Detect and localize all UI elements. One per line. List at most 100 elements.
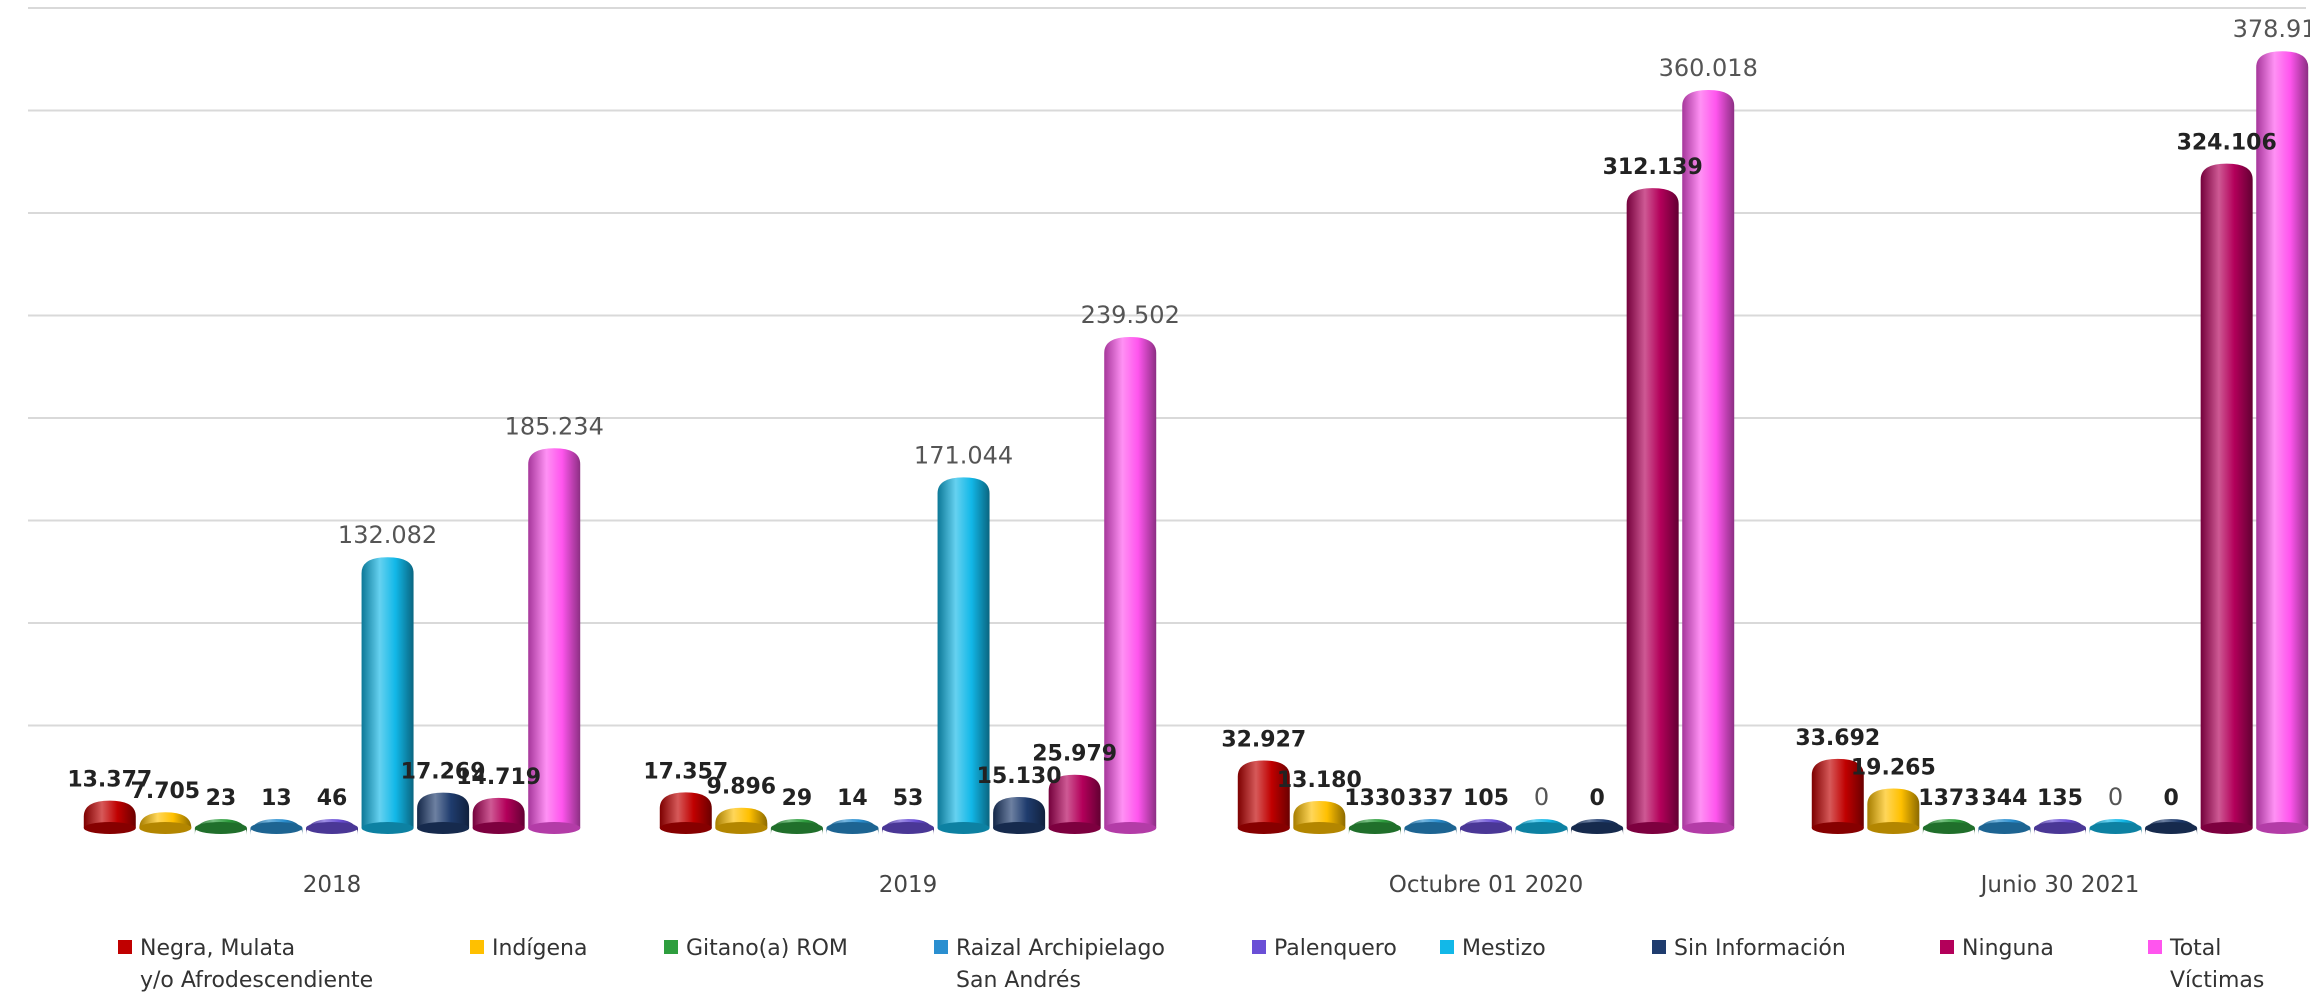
bar-5-0 <box>361 557 414 828</box>
legend-swatch-2 <box>664 940 678 954</box>
data-label-4-2: 105 <box>1463 786 1509 811</box>
legend-swatch-5 <box>1440 940 1454 954</box>
data-label-8-0: 185.234 <box>505 412 604 440</box>
data-label-7-1: 25.979 <box>1032 742 1117 767</box>
data-label-2-3: 1373 <box>1918 786 1979 811</box>
data-label-1-2: 13.180 <box>1277 768 1362 793</box>
bar-base-7-3 <box>2200 822 2253 834</box>
data-label-0-1: 17.357 <box>643 759 728 784</box>
legend-swatch-4 <box>1252 940 1266 954</box>
data-label-1-0: 7.705 <box>131 779 201 804</box>
legend-label-5-0: Mestizo <box>1462 936 1546 961</box>
bar-base-6-0 <box>417 822 470 834</box>
bar-base-3-3 <box>1978 822 2031 834</box>
bar-base-1-2 <box>1293 822 1346 834</box>
bar-base-8-2 <box>1682 822 1735 834</box>
legend-swatch-7 <box>1940 940 1954 954</box>
data-label-7-0: 14.719 <box>456 765 541 790</box>
data-label-2-2: 1330 <box>1344 786 1405 811</box>
legend-swatch-8 <box>2148 940 2162 954</box>
legend-label-7-0: Ninguna <box>1962 936 2054 961</box>
legend-label-1-0: Indígena <box>492 936 587 961</box>
bar-6-0 <box>417 792 470 828</box>
category-label-1: 2019 <box>879 872 938 898</box>
data-label-5-3: 0 <box>2108 783 2123 811</box>
bar-base-4-3 <box>2034 822 2086 834</box>
legend-label-8-0: Total <box>2169 936 2221 961</box>
category-label-0: 2018 <box>303 872 362 898</box>
data-label-3-2: 337 <box>1407 786 1453 811</box>
bar-base-8-0 <box>528 822 581 834</box>
legend-label-0-0: Negra, Mulata <box>140 936 295 961</box>
bar-base-2-0 <box>194 822 247 834</box>
legend-label-2-0: Gitano(a) ROM <box>686 936 848 961</box>
legend-swatch-1 <box>470 940 484 954</box>
bar-base-7-0 <box>472 822 525 834</box>
data-label-5-2: 0 <box>1534 783 1549 811</box>
category-label-2: Octubre 01 2020 <box>1389 872 1583 898</box>
data-label-0-3: 33.692 <box>1795 726 1880 751</box>
data-label-4-3: 135 <box>2037 786 2083 811</box>
bar-base-3-0 <box>250 822 303 834</box>
bar-0-0 <box>83 800 136 828</box>
bar-7-0 <box>472 797 525 828</box>
bar-base-7-1 <box>1048 822 1101 834</box>
legend-label-8-1: Víctimas <box>2170 968 2264 993</box>
bar-6-1 <box>993 796 1046 828</box>
bar-1-3 <box>1867 788 1920 828</box>
bar-base-3-2 <box>1404 822 1457 834</box>
bar-8-1 <box>1104 337 1157 828</box>
bar-base-2-1 <box>770 822 823 834</box>
data-label-3-3: 344 <box>1981 786 2027 811</box>
bar-base-0-0 <box>83 822 136 834</box>
legend-swatch-6 <box>1652 940 1666 954</box>
bar-base-1-0 <box>139 822 192 834</box>
bar-5-1 <box>937 477 990 828</box>
data-label-0-0: 13.377 <box>67 768 152 793</box>
legend-swatch-3 <box>934 940 948 954</box>
legend-label-3-0: Raizal Archipielago <box>956 936 1165 961</box>
bar-base-0-3 <box>1811 822 1864 834</box>
data-label-1-3: 19.265 <box>1851 756 1936 781</box>
bar-8-0 <box>528 448 581 828</box>
bar-base-5-1 <box>937 822 990 834</box>
bar-base-2-2 <box>1348 822 1401 834</box>
bar-base-5-0 <box>361 822 414 834</box>
bar-base-7-2 <box>1626 822 1679 834</box>
bar-base-6-2 <box>1571 822 1624 834</box>
category-label-3: Junio 30 2021 <box>1979 872 2140 898</box>
legend-label-6-0: Sin Información <box>1674 936 1846 961</box>
bar-base-1-3 <box>1867 822 1920 834</box>
legend-swatch-0 <box>118 940 132 954</box>
bar-base-1-1 <box>715 822 768 834</box>
data-label-5-1: 171.044 <box>914 441 1013 469</box>
bar-base-5-3 <box>2089 822 2142 834</box>
bar-base-8-3 <box>2256 822 2309 834</box>
data-label-4-0: 46 <box>317 786 348 811</box>
data-label-1-1: 9.896 <box>707 775 777 800</box>
bar-base-4-1 <box>882 822 934 834</box>
bar-base-6-3 <box>2145 822 2198 834</box>
data-label-2-0: 23 <box>206 786 237 811</box>
bar-base-0-2 <box>1237 822 1290 834</box>
data-label-8-2: 360.018 <box>1659 54 1758 82</box>
bar-7-3 <box>2200 163 2253 828</box>
legend-label-0-1: y/o Afrodescendiente <box>140 968 373 993</box>
bar-base-3-1 <box>826 822 879 834</box>
data-label-3-0: 13 <box>261 786 292 811</box>
bar-base-4-0 <box>306 822 358 834</box>
data-label-5-0: 132.082 <box>338 521 437 549</box>
bar-1-2 <box>1293 800 1346 828</box>
data-label-8-1: 239.502 <box>1081 301 1180 329</box>
bar-base-4-2 <box>1460 822 1512 834</box>
data-label-6-0: 17.269 <box>401 760 486 785</box>
data-label-3-1: 14 <box>837 786 868 811</box>
bar-series <box>83 51 2309 835</box>
data-label-6-2: 0 <box>1589 786 1604 811</box>
bar-base-0-1 <box>659 822 712 834</box>
legend-label-3-1: San Andrés <box>956 968 1081 993</box>
bar-0-3 <box>1811 758 1864 828</box>
data-label-7-2: 312.139 <box>1603 155 1703 180</box>
